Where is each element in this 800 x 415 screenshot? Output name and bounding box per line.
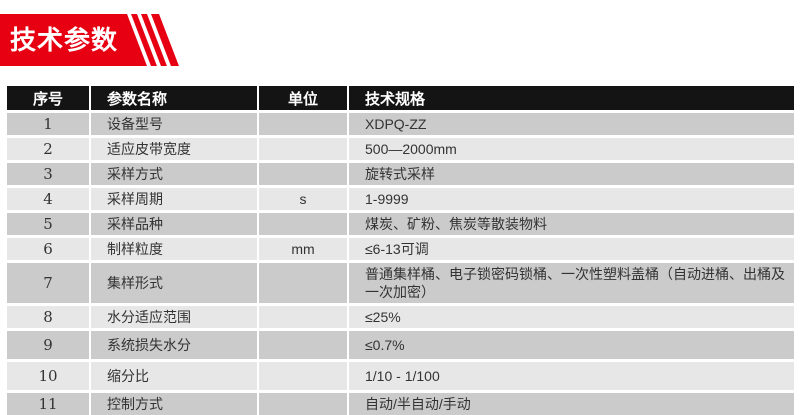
cell-spec: 旋转式采样 bbox=[349, 163, 794, 185]
header-unit: 单位 bbox=[259, 86, 347, 110]
cell-no: 3 bbox=[7, 163, 89, 185]
cell-spec: 1-9999 bbox=[349, 188, 794, 210]
cell-spec: XDPQ-ZZ bbox=[349, 113, 794, 135]
table-row: 5 采样品种 煤炭、矿粉、焦炭等散装物料 bbox=[7, 213, 794, 235]
cell-name: 设备型号 bbox=[91, 113, 257, 135]
cell-name: 集样形式 bbox=[91, 263, 257, 303]
cell-name: 水分适应范围 bbox=[91, 306, 257, 328]
cell-unit bbox=[259, 393, 347, 415]
table-row: 3 采样方式 旋转式采样 bbox=[7, 163, 794, 185]
cell-unit bbox=[259, 331, 347, 359]
cell-no: 8 bbox=[7, 306, 89, 328]
header-no: 序号 bbox=[7, 86, 89, 110]
cell-name: 采样品种 bbox=[91, 213, 257, 235]
cell-name: 控制方式 bbox=[91, 393, 257, 415]
table-row: 2 适应皮带宽度 500—2000mm bbox=[7, 138, 794, 160]
cell-spec: 煤炭、矿粉、焦炭等散装物料 bbox=[349, 213, 794, 235]
table-row: 4 采样周期 s 1-9999 bbox=[7, 188, 794, 210]
cell-unit: s bbox=[259, 188, 347, 210]
table-row: 1 设备型号 XDPQ-ZZ bbox=[7, 113, 794, 135]
cell-no: 4 bbox=[7, 188, 89, 210]
page-title: 技术参数 bbox=[10, 25, 119, 55]
cell-unit bbox=[259, 362, 347, 390]
cell-spec: 1/10 - 1/100 bbox=[349, 362, 794, 390]
cell-spec: 自动/半自动/手动 bbox=[349, 393, 794, 415]
cell-no: 2 bbox=[7, 138, 89, 160]
cell-unit bbox=[259, 263, 347, 303]
cell-unit bbox=[259, 163, 347, 185]
cell-no: 10 bbox=[7, 362, 89, 390]
table-row: 10 缩分比 1/10 - 1/100 bbox=[7, 362, 794, 390]
table-row: 11 控制方式 自动/半自动/手动 bbox=[7, 393, 794, 415]
table-row: 6 制样粒度 mm ≤6-13可调 bbox=[7, 238, 794, 260]
cell-unit bbox=[259, 306, 347, 328]
cell-no: 5 bbox=[7, 213, 89, 235]
title-banner: 技术参数 bbox=[0, 14, 200, 66]
cell-name: 采样周期 bbox=[91, 188, 257, 210]
banner-red-shape: 技术参数 bbox=[0, 14, 147, 66]
cell-unit bbox=[259, 213, 347, 235]
cell-no: 6 bbox=[7, 238, 89, 260]
header-name: 参数名称 bbox=[91, 86, 257, 110]
cell-unit: mm bbox=[259, 238, 347, 260]
cell-no: 1 bbox=[7, 113, 89, 135]
cell-spec: ≤0.7% bbox=[349, 331, 794, 359]
cell-spec: ≤25% bbox=[349, 306, 794, 328]
cell-no: 9 bbox=[7, 331, 89, 359]
cell-no: 11 bbox=[7, 393, 89, 415]
cell-name: 制样粒度 bbox=[91, 238, 257, 260]
cell-unit bbox=[259, 113, 347, 135]
cell-name: 缩分比 bbox=[91, 362, 257, 390]
cell-spec: 500—2000mm bbox=[349, 138, 794, 160]
cell-name: 采样方式 bbox=[91, 163, 257, 185]
table-row: 9 系统损失水分 ≤0.7% bbox=[7, 331, 794, 359]
cell-name: 适应皮带宽度 bbox=[91, 138, 257, 160]
table-header-row: 序号 参数名称 单位 技术规格 bbox=[7, 86, 794, 110]
header-spec: 技术规格 bbox=[349, 86, 794, 110]
cell-unit bbox=[259, 138, 347, 160]
table-row: 7 集样形式 普通集样桶、电子锁密码锁桶、一次性塑料盖桶（自动进桶、出桶及一次加… bbox=[7, 263, 794, 303]
cell-spec: 普通集样桶、电子锁密码锁桶、一次性塑料盖桶（自动进桶、出桶及一次加密） bbox=[349, 263, 794, 303]
cell-name: 系统损失水分 bbox=[91, 331, 257, 359]
spec-table: 序号 参数名称 单位 技术规格 1 设备型号 XDPQ-ZZ 2 适应皮带宽度 … bbox=[7, 86, 794, 415]
cell-no: 7 bbox=[7, 263, 89, 303]
cell-spec: ≤6-13可调 bbox=[349, 238, 794, 260]
table-row: 8 水分适应范围 ≤25% bbox=[7, 306, 794, 328]
